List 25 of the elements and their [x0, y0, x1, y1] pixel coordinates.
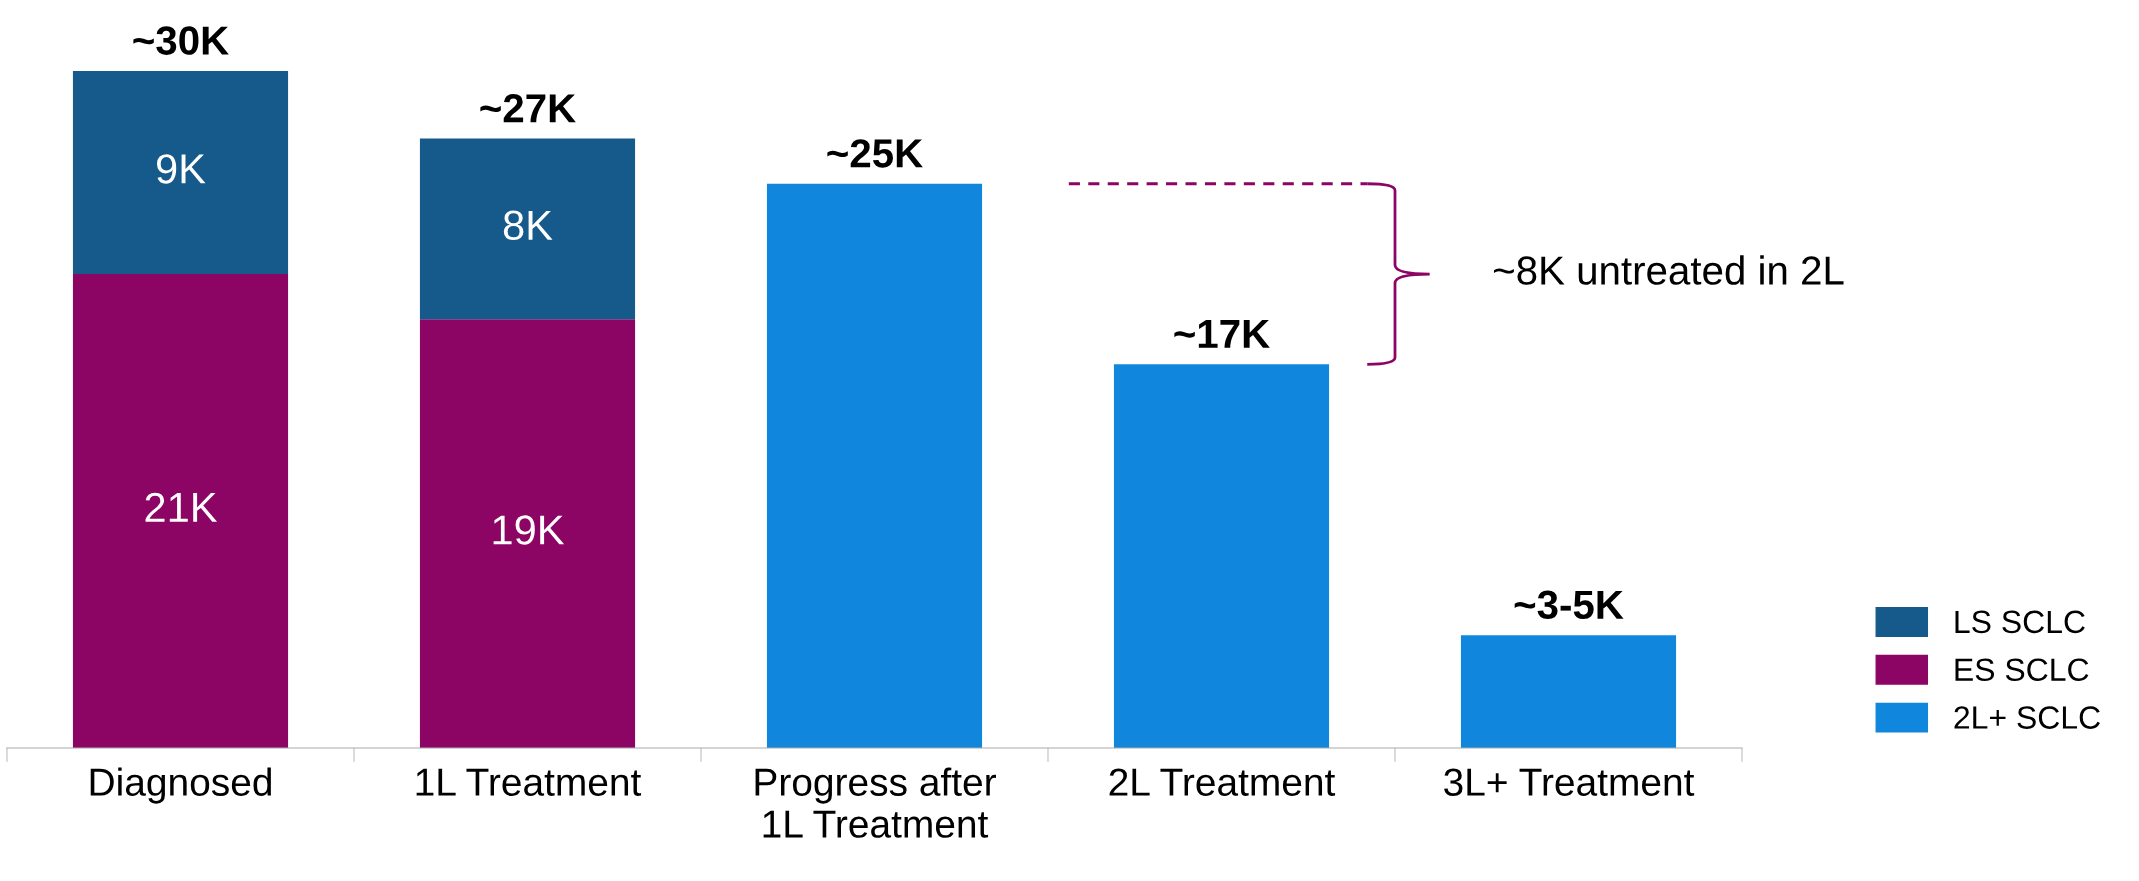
bar: [72, 70, 289, 275]
data-label: 21K: [145, 492, 218, 522]
total-label: ~25K: [827, 139, 923, 168]
legend-label: 2L+ SCLC: [1954, 706, 2100, 729]
x-tick-label: Diagnosed: [90, 767, 271, 804]
total-label: ~30K: [133, 26, 229, 55]
data-label: 9K: [156, 154, 206, 184]
bar: [419, 319, 636, 748]
bar: [72, 274, 289, 748]
x-tick-label: 2L Treatment: [1109, 768, 1336, 796]
bar: [766, 183, 983, 748]
legend-label: LS SCLC: [1955, 610, 2085, 634]
total-label: ~27K: [480, 94, 576, 123]
data-label: 19K: [493, 515, 565, 545]
legend-label: ES SCLC: [1955, 658, 2089, 682]
total-label: ~3-5K: [1514, 590, 1624, 620]
bar: [1113, 364, 1330, 748]
x-tick-label: 1L Treatment: [416, 768, 642, 796]
x-tick-label: Progress after 1L Treatment: [755, 767, 996, 838]
data-label: 8K: [503, 210, 553, 241]
annotation: ~8K untreated in 2L: [1493, 255, 1844, 285]
bar: [1460, 635, 1677, 748]
bar: [419, 138, 636, 320]
total-label: ~17K: [1174, 320, 1270, 348]
x-tick-label: 3L+ Treatment: [1444, 768, 1695, 796]
